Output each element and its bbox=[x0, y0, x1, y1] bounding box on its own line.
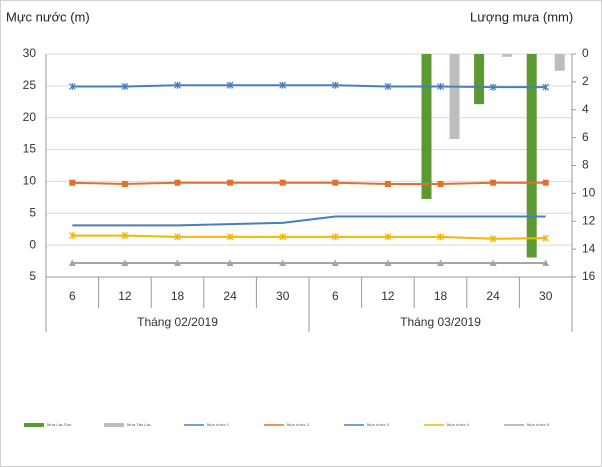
line-marker bbox=[384, 233, 392, 241]
line-marker bbox=[542, 234, 550, 242]
x-group-label: Tháng 03/2019 bbox=[400, 315, 481, 329]
line-marker bbox=[68, 259, 76, 266]
x-tick-label: 30 bbox=[276, 289, 290, 303]
line-marker bbox=[437, 82, 444, 90]
bar bbox=[502, 54, 513, 57]
line-marker bbox=[121, 82, 129, 90]
line-marker bbox=[331, 259, 339, 266]
bar bbox=[526, 54, 537, 258]
line-marker bbox=[121, 259, 129, 266]
line-marker bbox=[437, 259, 444, 266]
line-marker bbox=[226, 233, 234, 241]
legend-text: Mực nước 1 bbox=[207, 422, 230, 427]
line-marker bbox=[489, 259, 497, 266]
bar bbox=[554, 54, 565, 71]
legend-text: Mực nước 2 bbox=[287, 422, 310, 427]
legend-text: Mưa Lạc Sơn bbox=[47, 422, 71, 427]
line-marker bbox=[69, 179, 76, 186]
line-marker bbox=[226, 259, 234, 266]
bar bbox=[421, 54, 432, 199]
y-tick-label: 0 bbox=[29, 237, 36, 251]
line-marker bbox=[331, 81, 339, 89]
line-marker bbox=[174, 233, 181, 241]
line-marker bbox=[68, 82, 76, 90]
bar bbox=[449, 54, 460, 140]
y-tick-label: 5 bbox=[29, 269, 36, 283]
line-marker bbox=[121, 232, 129, 240]
x-tick-label: 12 bbox=[118, 289, 132, 303]
line-marker bbox=[490, 179, 497, 186]
y2-tick-label: 6 bbox=[582, 130, 589, 144]
legend-swatch bbox=[104, 423, 124, 427]
y2-axis-title: Lượng mưa (mm) bbox=[470, 9, 573, 24]
x-tick-label: 18 bbox=[171, 289, 185, 303]
line-marker bbox=[384, 259, 392, 266]
y2-tick-label: 2 bbox=[582, 74, 589, 88]
y2-tick-label: 12 bbox=[582, 213, 596, 227]
line-marker bbox=[542, 179, 549, 186]
line-marker bbox=[279, 179, 286, 186]
line-marker bbox=[489, 83, 497, 91]
y-tick-label: 25 bbox=[23, 78, 37, 92]
y2-tick-label: 10 bbox=[582, 186, 596, 200]
line-marker bbox=[227, 179, 234, 186]
line bbox=[72, 181, 546, 185]
line-marker bbox=[226, 81, 234, 89]
legend-text: Mực nước 4 bbox=[447, 422, 470, 427]
y-tick-label: 20 bbox=[23, 110, 37, 124]
line-marker bbox=[542, 259, 550, 266]
y-tick-label: 30 bbox=[23, 46, 37, 60]
y-tick-label: 15 bbox=[23, 142, 37, 156]
line-marker bbox=[279, 259, 287, 266]
line-marker bbox=[279, 81, 287, 89]
y-tick-label: 10 bbox=[23, 174, 37, 188]
x-tick-label: 12 bbox=[381, 289, 395, 303]
line bbox=[72, 215, 546, 227]
line-marker bbox=[489, 235, 497, 243]
y2-tick-label: 14 bbox=[582, 241, 596, 255]
y-axis-title: Mực nước (m) bbox=[6, 9, 90, 24]
y2-tick-label: 0 bbox=[582, 46, 589, 60]
y2-tick-label: 8 bbox=[582, 158, 589, 172]
bar bbox=[474, 54, 485, 105]
legend-text: Mực nước 5 bbox=[527, 422, 550, 427]
line-marker bbox=[174, 259, 181, 266]
line bbox=[72, 234, 546, 240]
line-marker bbox=[331, 233, 339, 241]
line-marker bbox=[384, 180, 391, 187]
line-marker bbox=[542, 83, 550, 91]
y2-tick-label: 4 bbox=[582, 102, 589, 116]
legend-swatch bbox=[24, 423, 44, 427]
legend-text: Mực nước 3 bbox=[367, 422, 390, 427]
x-group-label: Tháng 02/2019 bbox=[137, 315, 218, 329]
y2-tick-label: 16 bbox=[582, 269, 596, 283]
line-marker bbox=[174, 179, 181, 186]
x-tick-label: 24 bbox=[486, 289, 500, 303]
x-tick-label: 24 bbox=[223, 289, 237, 303]
legend: Mưa Lạc Sơn Mưa Tân Lạc Mực nước 1 Mực nước… bbox=[24, 422, 550, 427]
line-marker bbox=[332, 179, 339, 186]
line-marker bbox=[121, 180, 128, 187]
x-tick-label: 6 bbox=[69, 289, 76, 303]
x-tick-label: 30 bbox=[539, 289, 553, 303]
line-marker bbox=[437, 233, 444, 241]
line-marker bbox=[279, 233, 287, 241]
x-tick-label: 6 bbox=[332, 289, 339, 303]
line-marker bbox=[437, 180, 444, 187]
line bbox=[72, 84, 546, 89]
legend-text: Mưa Tân Lạc bbox=[127, 422, 151, 427]
x-tick-label: 18 bbox=[434, 289, 448, 303]
line-marker bbox=[384, 82, 392, 90]
line-marker bbox=[68, 232, 76, 240]
line-marker bbox=[174, 81, 181, 89]
y-tick-label: 5 bbox=[29, 205, 36, 219]
